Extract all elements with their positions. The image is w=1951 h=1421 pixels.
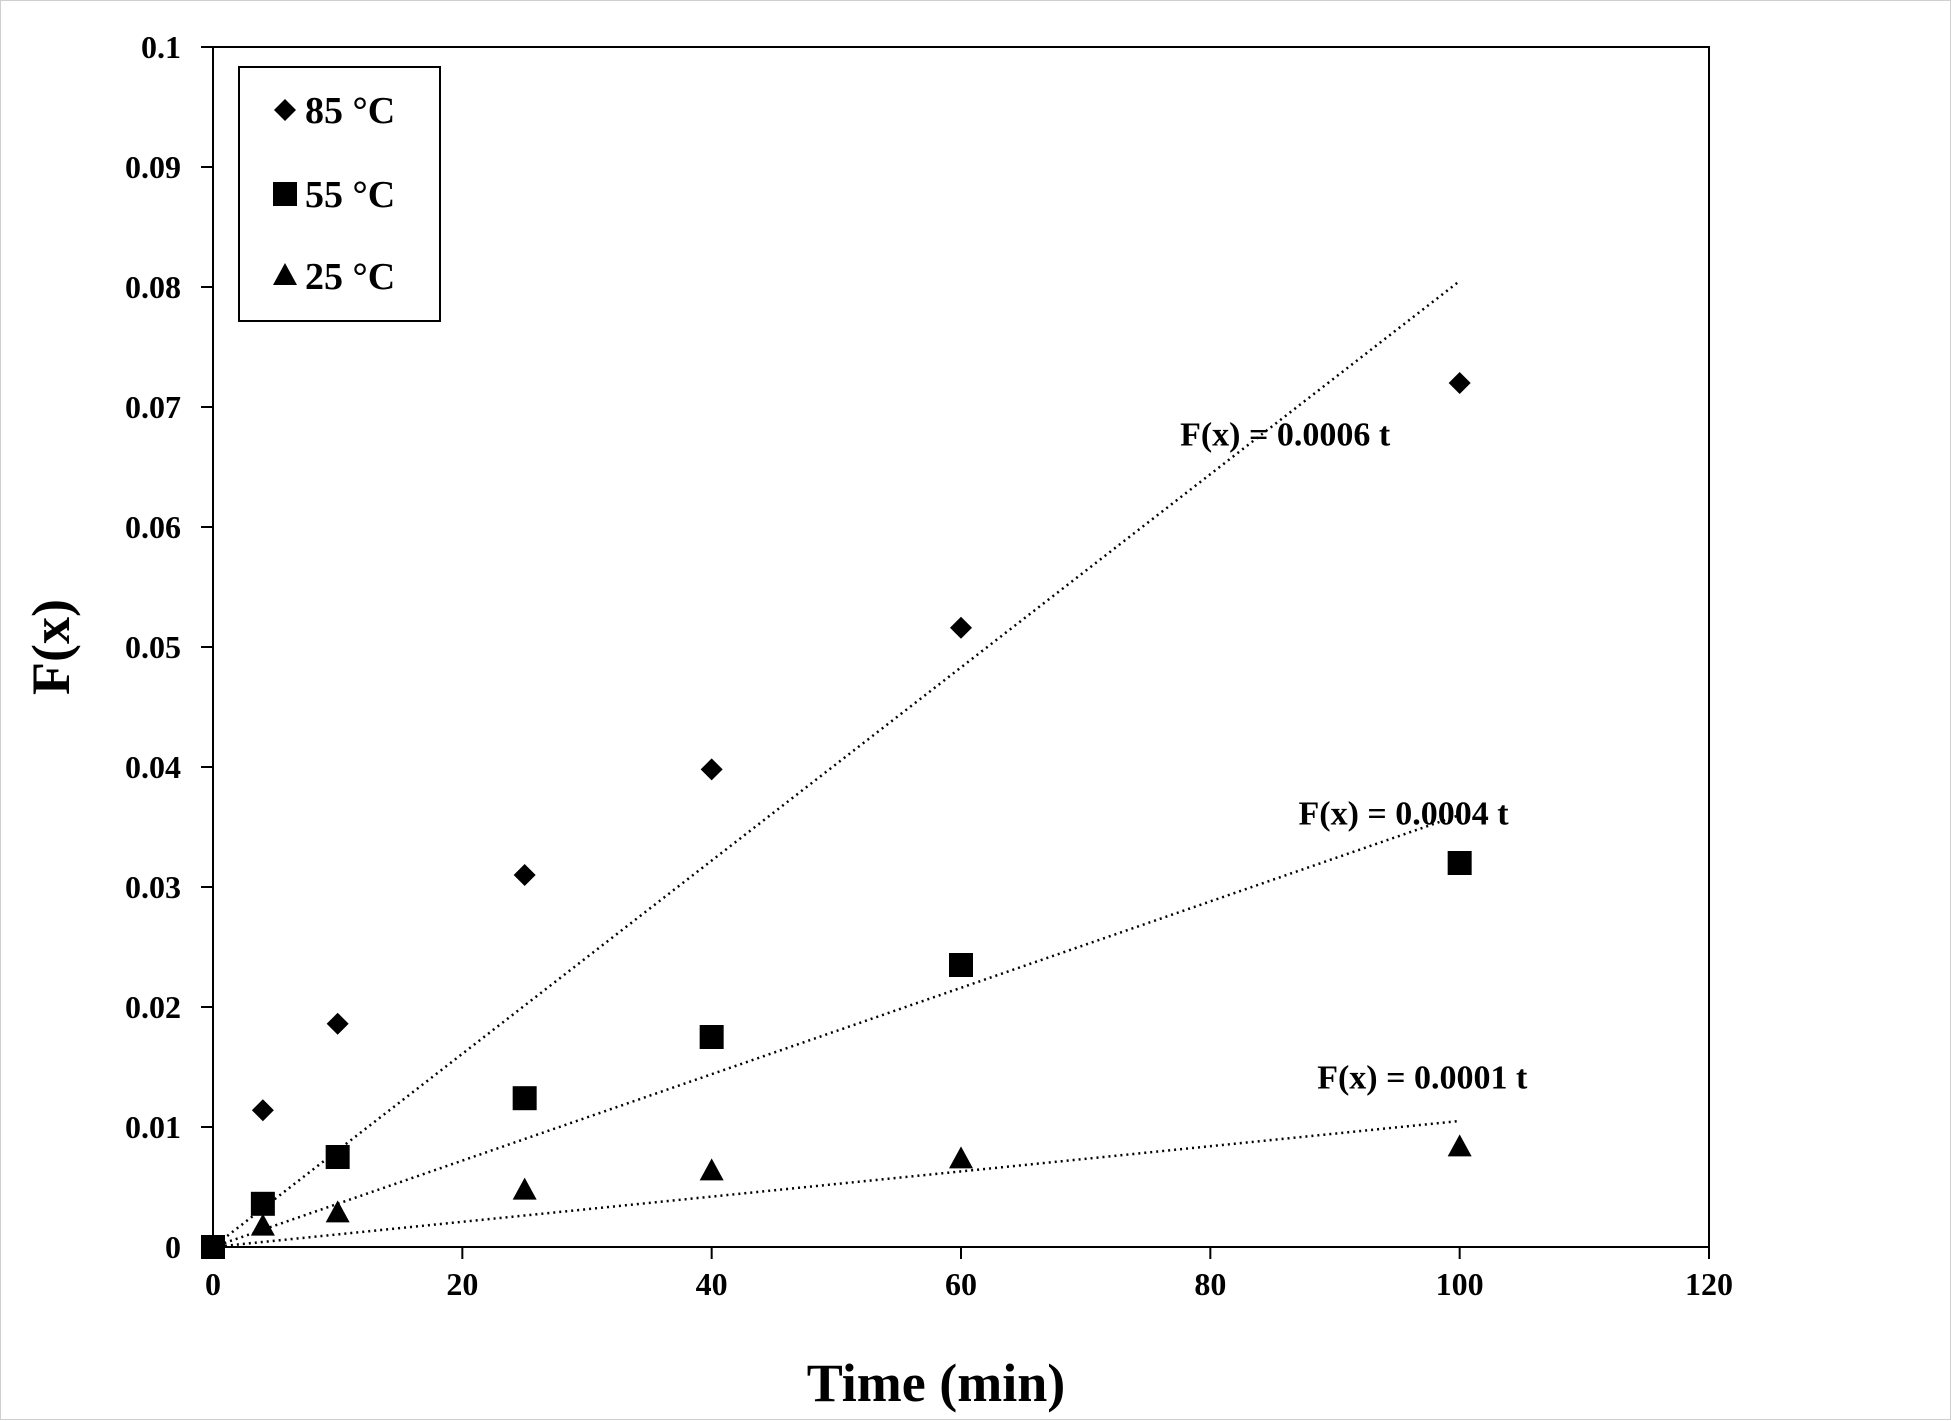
fit-equation-label: F(x) = 0.0001 t — [1317, 1060, 1528, 1097]
legend-marker-triangle — [273, 263, 297, 285]
data-point-triangle — [1447, 1134, 1472, 1157]
legend-marker-square — [273, 182, 297, 206]
x-tick-label: 0 — [205, 1266, 221, 1302]
legend: 85 °C 55 °C 25 °C — [238, 66, 441, 322]
fit-line-0 — [212, 280, 1461, 1248]
data-point-triangle — [949, 1146, 973, 1169]
y-tick-label: 0.01 — [125, 1109, 181, 1145]
data-points — [201, 372, 1472, 1259]
legend-label-55c: 55 °C — [305, 174, 395, 216]
fit-equation-label: F(x) = 0.0006 t — [1180, 416, 1391, 453]
fit-equation-label: F(x) = 0.0004 t — [1299, 796, 1510, 833]
x-tick-label: 40 — [696, 1266, 728, 1302]
fit-annotations: F(x) = 0.0006 t F(x) = 0.0004 t F(x) = 0.0… — [1180, 416, 1528, 1096]
fit-line-1 — [212, 813, 1461, 1249]
y-tick-label: 0.07 — [125, 389, 181, 425]
fit-lines — [212, 280, 1461, 1249]
data-point-diamond — [326, 1012, 349, 1035]
y-tick-label: 0.08 — [125, 269, 181, 305]
y-tick-label: 0.05 — [125, 629, 181, 665]
data-point-square — [1447, 851, 1472, 875]
y-tick-label: 0.06 — [125, 509, 181, 545]
data-point-triangle — [699, 1158, 724, 1181]
y-axis-title: F(x) — [21, 599, 81, 695]
data-point-diamond — [251, 1099, 274, 1122]
data-point-diamond — [1448, 372, 1471, 394]
legend-label-85c: 85 °C — [305, 90, 395, 132]
legend-box — [238, 66, 441, 322]
data-point-diamond — [950, 616, 972, 639]
y-tick-label: 0.1 — [141, 29, 181, 65]
x-axis: 0 20 40 60 80 100 120 — [205, 1247, 1733, 1302]
data-point-triangle — [512, 1177, 537, 1200]
y-tick-label: 0 — [165, 1229, 181, 1265]
x-tick-label: 120 — [1685, 1266, 1733, 1302]
data-point-square — [512, 1086, 537, 1111]
data-point-triangle — [201, 1234, 225, 1256]
y-tick-label: 0.04 — [125, 749, 181, 785]
y-tick-label: 0.09 — [125, 149, 181, 185]
x-tick-label: 80 — [1194, 1266, 1226, 1302]
y-tick-label: 0.03 — [125, 869, 181, 905]
data-point-triangle — [325, 1200, 350, 1223]
legend-markers — [273, 99, 297, 285]
legend-marker-diamond — [274, 99, 296, 121]
data-point-square — [250, 1191, 275, 1216]
x-tick-label: 60 — [945, 1266, 977, 1302]
x-tick-label: 100 — [1436, 1266, 1484, 1302]
x-tick-label: 20 — [446, 1266, 478, 1302]
legend-label-25c: 25 °C — [305, 256, 395, 298]
y-tick-label: 0.02 — [125, 989, 181, 1025]
data-point-diamond — [700, 758, 723, 781]
data-point-triangle — [250, 1213, 275, 1236]
y-axis: 0 0.01 0.02 0.03 0.04 0.05 0.06 0.07 0.08 0.09 0.1 — [125, 29, 213, 1265]
x-axis-title: Time (min) — [807, 1353, 1065, 1413]
fit-line-2 — [212, 1119, 1460, 1249]
data-point-square — [699, 1025, 724, 1049]
data-point-diamond — [513, 864, 536, 886]
data-point-square — [949, 953, 973, 977]
data-point-square — [325, 1145, 350, 1169]
